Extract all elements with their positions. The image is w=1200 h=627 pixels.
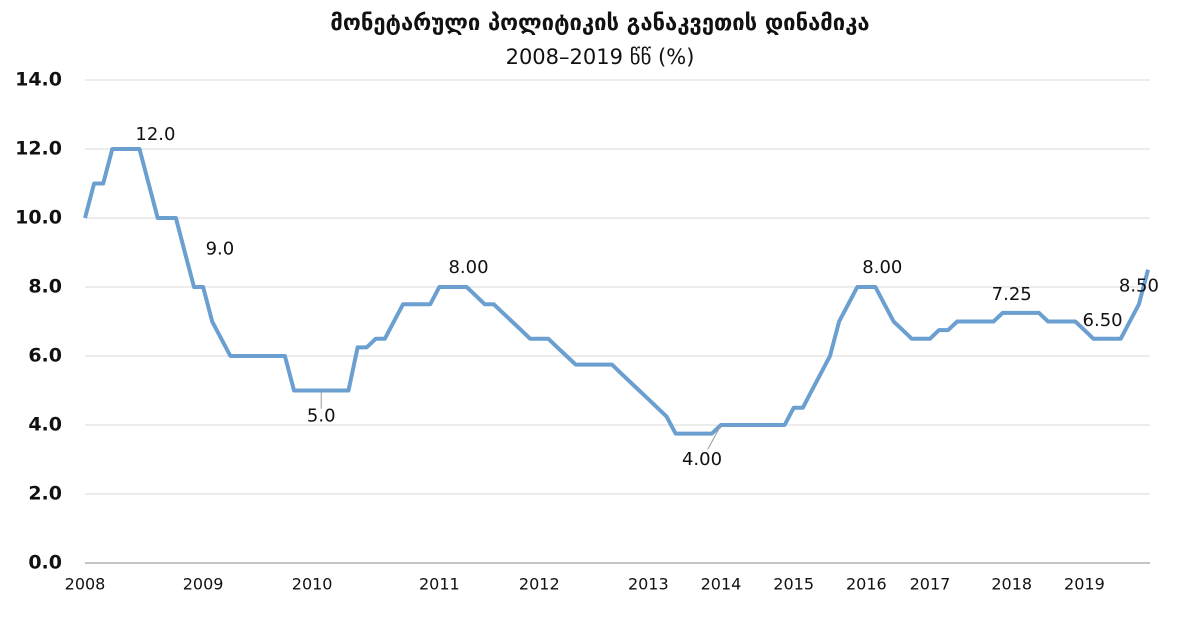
x-tick-label: 2013 [628,575,669,594]
data-label: 7.25 [992,284,1032,305]
data-label: 5.0 [307,406,336,427]
x-tick-label: 2010 [292,575,333,594]
x-tick-label: 2008 [65,575,106,594]
x-tick-label: 2012 [519,575,560,594]
y-tick-label: 4.0 [28,414,62,436]
y-tick-label: 6.0 [28,345,62,367]
x-tick-label: 2014 [701,575,742,594]
data-label: 8.00 [448,257,488,278]
y-tick-label: 2.0 [28,483,62,505]
data-label: 12.0 [135,124,175,145]
data-label: 8.00 [862,257,902,278]
leader-line [707,424,722,450]
data-label: 4.00 [682,449,722,470]
y-tick-label: 14.0 [15,69,62,91]
data-line [83,147,1150,436]
x-tick-label: 2019 [1064,575,1105,594]
data-label: 9.0 [206,239,235,260]
y-tick-label: 10.0 [15,207,62,229]
x-tick-label: 2015 [773,575,814,594]
data-label: 8.50 [1119,275,1159,296]
x-tick-label: 2018 [991,575,1032,594]
x-tick-label: 2017 [910,575,951,594]
y-tick-label: 0.0 [28,552,62,574]
chart-title: მონეტარული პოლიტიკის განაკვეთის დინამიკა [330,11,869,36]
y-tick-label: 12.0 [15,138,62,160]
chart-subtitle: 2008–2019 წწ (%) [506,45,695,69]
x-tick-label: 2009 [183,575,224,594]
y-tick-label: 8.0 [28,276,62,298]
x-tick-label: 2016 [846,575,887,594]
x-tick-label: 2011 [419,575,460,594]
data-label: 6.50 [1083,310,1123,331]
